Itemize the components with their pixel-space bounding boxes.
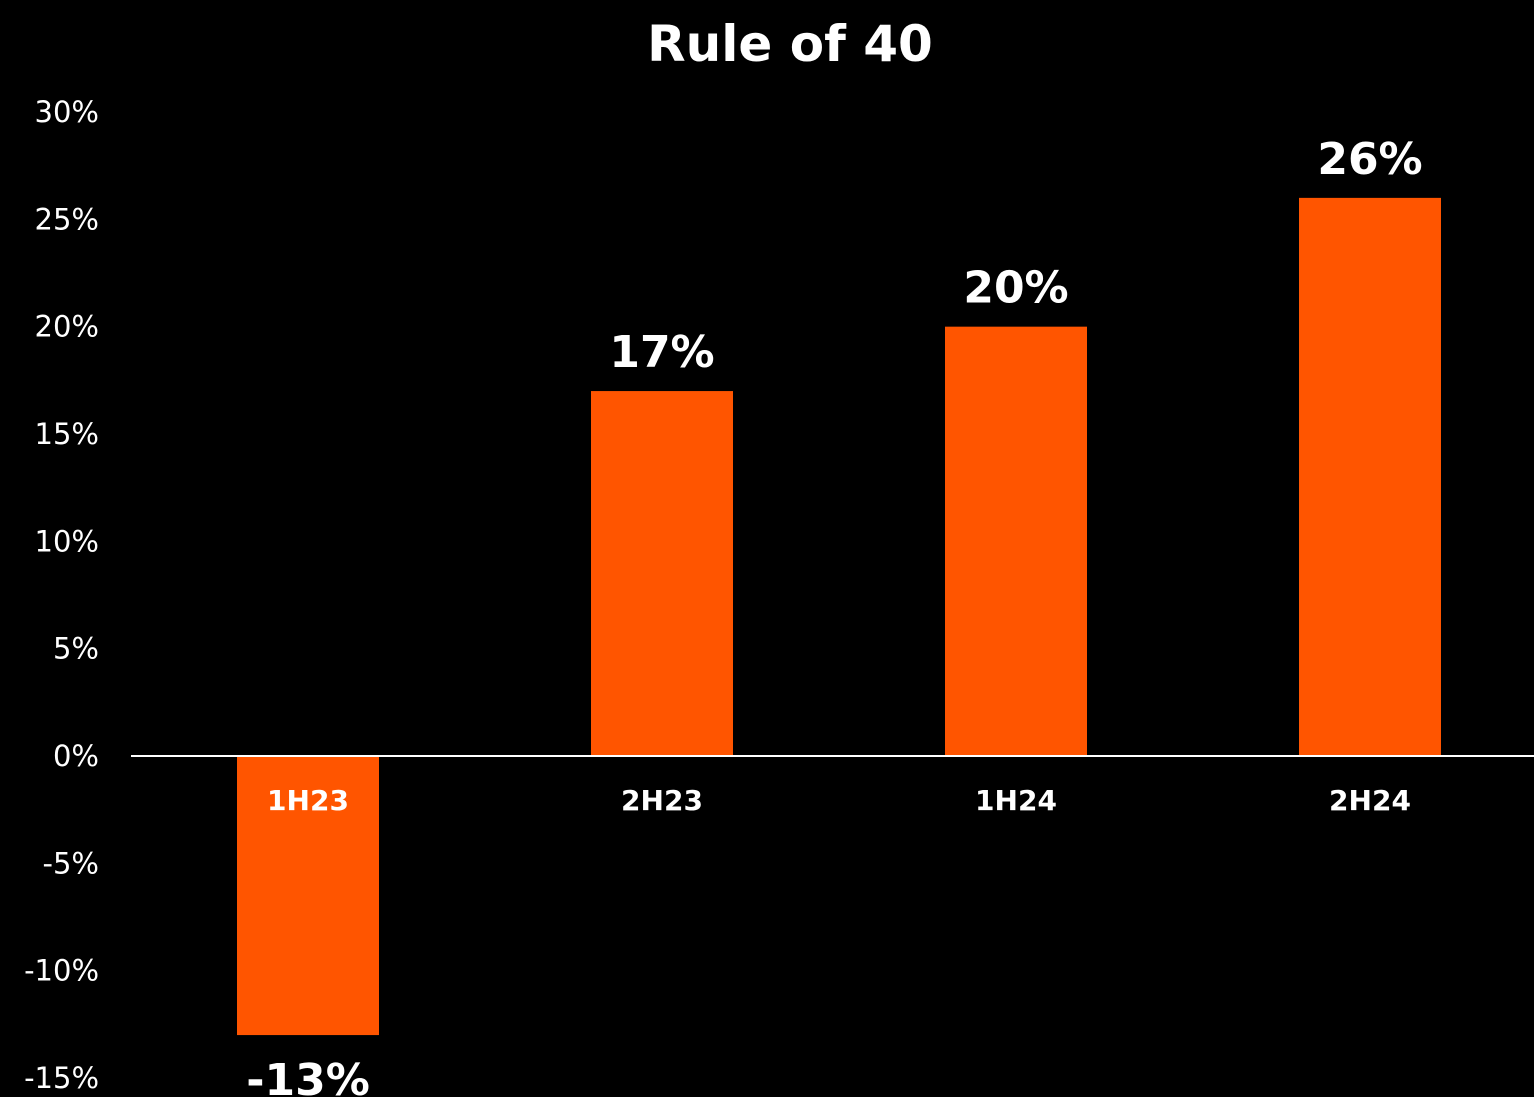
category-label: 2H24 bbox=[1329, 784, 1411, 817]
y-tick-label: 0% bbox=[53, 739, 99, 773]
category-labels: 1H23 2H23 1H24 2H24 bbox=[267, 784, 1411, 817]
bars bbox=[237, 197, 1441, 1036]
category-label: 2H23 bbox=[621, 784, 703, 817]
bar-2h24 bbox=[1299, 197, 1441, 756]
y-axis: 30% 25% 20% 15% 10% 5% 0% -5% -10% -15% bbox=[24, 95, 99, 1095]
y-tick-label: -15% bbox=[24, 1061, 99, 1095]
category-label: 1H23 bbox=[267, 784, 349, 817]
data-label: -13% bbox=[246, 1055, 370, 1097]
bar-1h23 bbox=[237, 756, 379, 1036]
y-tick-label: 10% bbox=[35, 524, 99, 558]
y-tick-label: 25% bbox=[35, 202, 99, 236]
y-tick-label: 30% bbox=[35, 95, 99, 129]
y-tick-label: -10% bbox=[24, 954, 99, 988]
bar-2h23 bbox=[591, 391, 733, 756]
data-label: 17% bbox=[609, 327, 714, 378]
data-labels: -13% 17% 20% 26% bbox=[246, 134, 1422, 1097]
y-tick-label: 5% bbox=[53, 632, 99, 666]
data-label: 26% bbox=[1317, 134, 1422, 185]
data-label: 20% bbox=[963, 263, 1068, 314]
y-tick-label: 15% bbox=[35, 417, 99, 451]
bar-1h24 bbox=[945, 326, 1087, 756]
chart-title: Rule of 40 bbox=[647, 15, 933, 73]
category-label: 1H24 bbox=[975, 784, 1057, 817]
y-tick-label: 20% bbox=[35, 310, 99, 344]
y-tick-label: -5% bbox=[43, 846, 99, 880]
